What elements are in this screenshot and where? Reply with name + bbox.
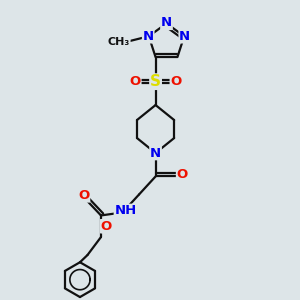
Text: N: N [161,16,172,29]
Text: O: O [101,220,112,233]
Text: N: N [179,30,190,43]
Text: S: S [150,74,161,89]
Text: O: O [177,168,188,182]
Text: CH₃: CH₃ [108,37,130,47]
Text: O: O [78,189,89,202]
Text: NH: NH [114,204,137,218]
Text: N: N [150,146,161,160]
Text: N: N [142,30,154,43]
Text: O: O [130,75,141,88]
Text: O: O [170,75,182,88]
